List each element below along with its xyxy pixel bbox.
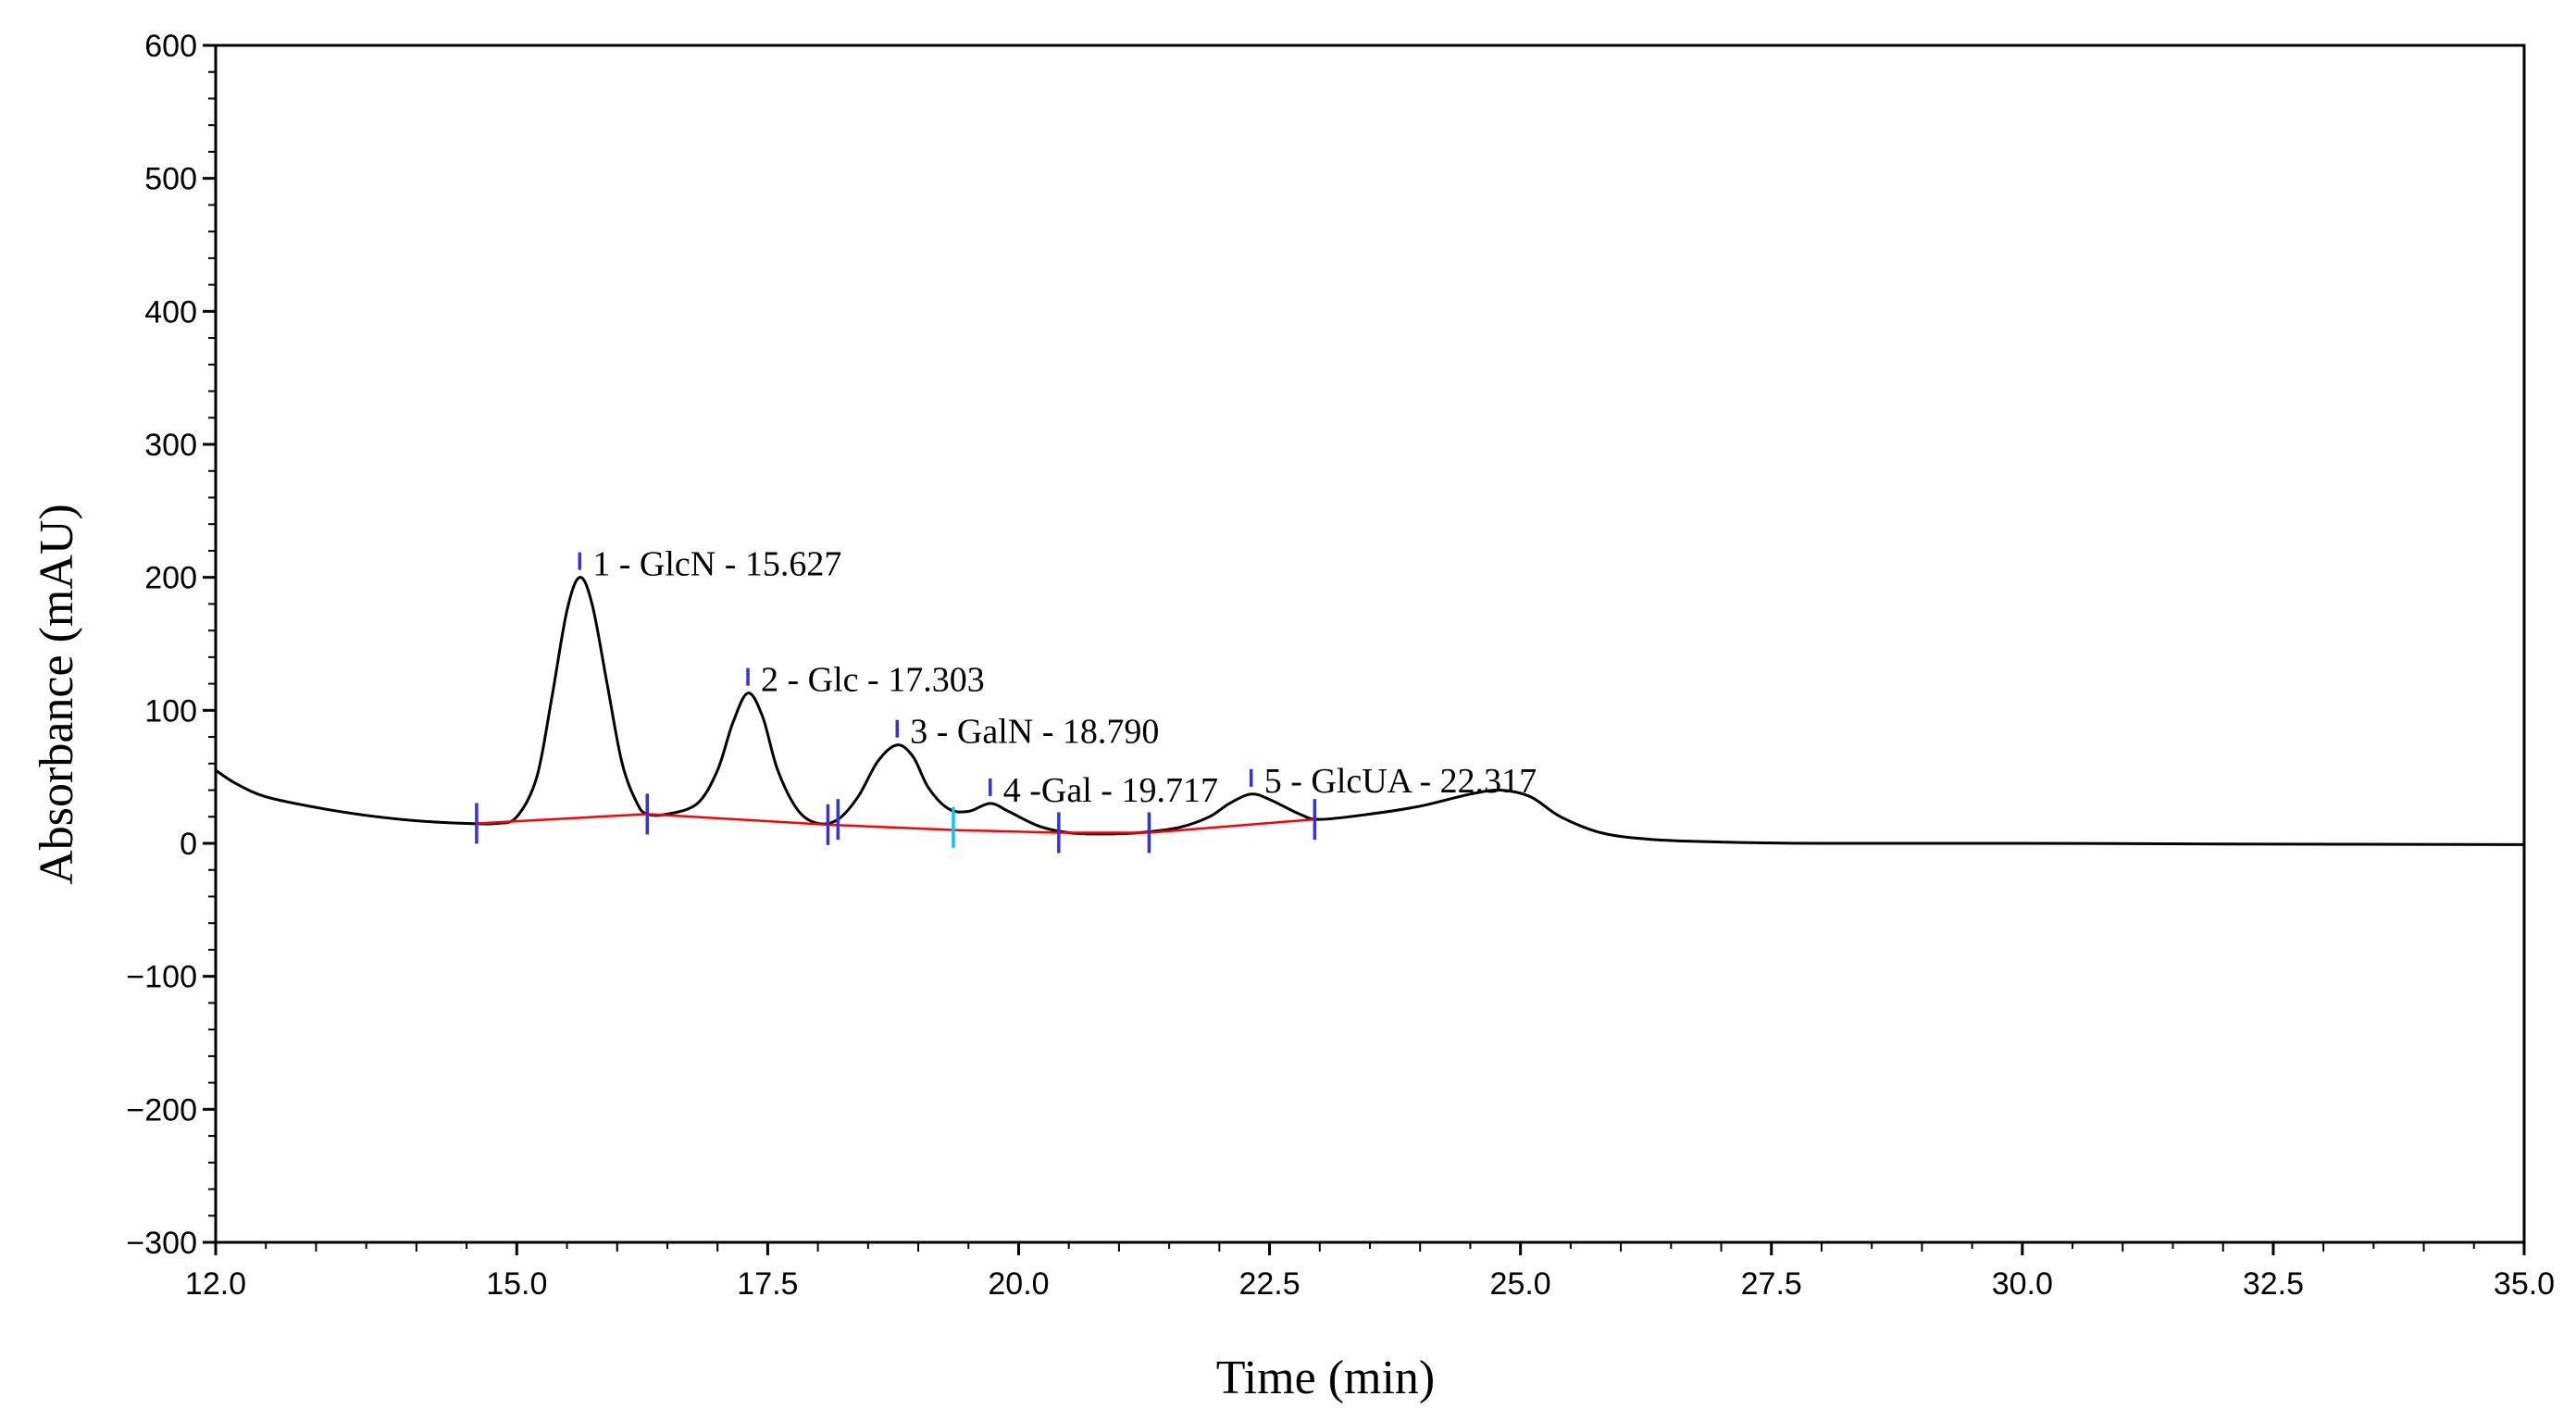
x-tick-label: 27.5 xyxy=(1741,1266,1802,1302)
x-tick-label: 12.0 xyxy=(185,1266,246,1302)
y-tick-label: 500 xyxy=(144,162,197,197)
y-tick-label: 400 xyxy=(144,294,197,330)
x-tick-label: 20.0 xyxy=(988,1266,1049,1302)
signal-trace xyxy=(215,576,2525,846)
peak-label: 5 - GlcUA - 22.317 xyxy=(1264,762,1537,801)
y-tick-label: −100 xyxy=(126,960,197,995)
x-axis-title: Time (min) xyxy=(1216,1352,1435,1404)
y-tick-label: 600 xyxy=(144,29,197,64)
peak-label: 4 -Gal - 19.717 xyxy=(1003,771,1218,810)
y-tick-label: −200 xyxy=(126,1092,197,1128)
y-tick-label: 100 xyxy=(144,693,197,729)
x-tick-label: 22.5 xyxy=(1238,1266,1300,1302)
peak-label: 1 - GlcN - 15.627 xyxy=(592,545,841,584)
peak-label: 2 - Glc - 17.303 xyxy=(761,661,985,700)
x-tick-label: 32.5 xyxy=(2243,1266,2304,1302)
x-tick-label: 35.0 xyxy=(2494,1266,2555,1302)
y-tick-label: 0 xyxy=(180,827,197,862)
y-tick-label: −300 xyxy=(126,1226,197,1261)
x-tick-label: 17.5 xyxy=(737,1266,798,1302)
y-tick-label: 300 xyxy=(144,428,197,463)
y-axis-title: Absorbance (mAU) xyxy=(31,504,83,885)
x-tick-label: 25.0 xyxy=(1490,1266,1551,1302)
peak-label: 3 - GalN - 18.790 xyxy=(910,713,1159,752)
x-tick-label: 30.0 xyxy=(1992,1266,2053,1302)
x-tick-label: 15.0 xyxy=(486,1266,547,1302)
y-tick-label: 200 xyxy=(144,561,197,596)
